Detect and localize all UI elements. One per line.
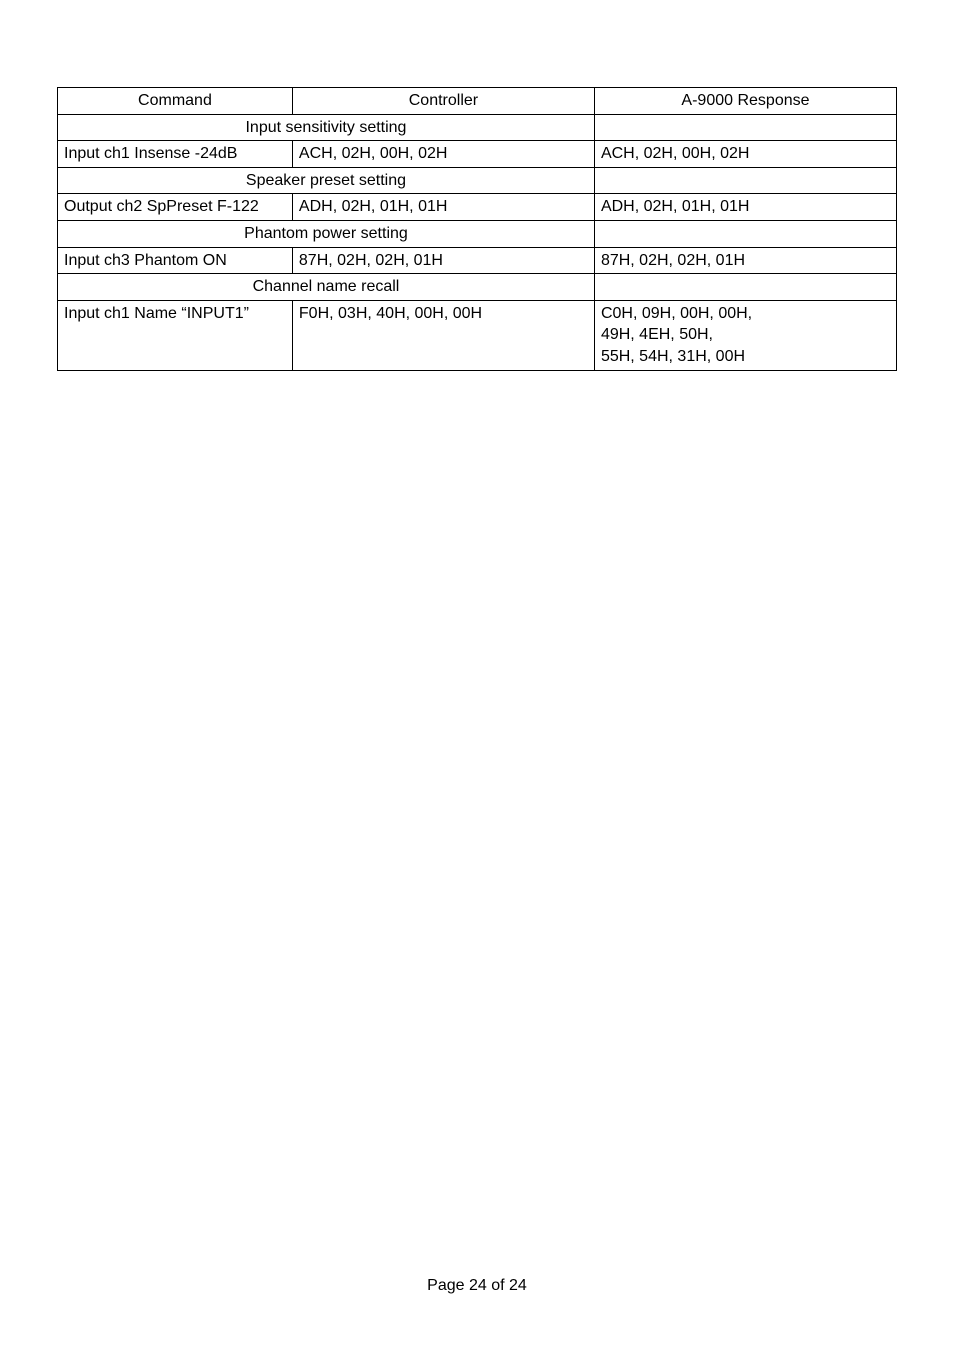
table-section-row: Channel name recall [58, 274, 897, 301]
cell-controller: ACH, 02H, 00H, 02H [292, 141, 594, 168]
section-title: Channel name recall [58, 274, 595, 301]
table-header-row: Command Controller A-9000 Response [58, 88, 897, 115]
cell-command: Input ch1 Name “INPUT1” [58, 300, 293, 370]
cell-command: Input ch1 Insense -24dB [58, 141, 293, 168]
content-area: Command Controller A-9000 Response Input… [57, 87, 897, 371]
table-row: Output ch2 SpPreset F-122ADH, 02H, 01H, … [58, 194, 897, 221]
section-blank-cell [594, 274, 896, 301]
section-blank-cell [594, 220, 896, 247]
cell-response: C0H, 09H, 00H, 00H,49H, 4EH, 50H,55H, 54… [594, 300, 896, 370]
command-table: Command Controller A-9000 Response Input… [57, 87, 897, 371]
cell-response: 87H, 02H, 02H, 01H [594, 247, 896, 274]
cell-controller: 87H, 02H, 02H, 01H [292, 247, 594, 274]
page: Command Controller A-9000 Response Input… [0, 0, 954, 1351]
section-blank-cell [594, 114, 896, 141]
table-row: Input ch1 Insense -24dBACH, 02H, 00H, 02… [58, 141, 897, 168]
cell-response: ACH, 02H, 00H, 02H [594, 141, 896, 168]
table-section-row: Speaker preset setting [58, 167, 897, 194]
col-header-response: A-9000 Response [594, 88, 896, 115]
cell-command: Input ch3 Phantom ON [58, 247, 293, 274]
command-table-body: Command Controller A-9000 Response Input… [58, 88, 897, 371]
col-header-command: Command [58, 88, 293, 115]
section-title: Speaker preset setting [58, 167, 595, 194]
cell-command: Output ch2 SpPreset F-122 [58, 194, 293, 221]
section-title: Phantom power setting [58, 220, 595, 247]
cell-controller: F0H, 03H, 40H, 00H, 00H [292, 300, 594, 370]
table-section-row: Input sensitivity setting [58, 114, 897, 141]
table-row: Input ch3 Phantom ON87H, 02H, 02H, 01H87… [58, 247, 897, 274]
section-title: Input sensitivity setting [58, 114, 595, 141]
table-row: Input ch1 Name “INPUT1”F0H, 03H, 40H, 00… [58, 300, 897, 370]
table-section-row: Phantom power setting [58, 220, 897, 247]
page-footer: Page 24 of 24 [0, 1277, 954, 1295]
cell-response: ADH, 02H, 01H, 01H [594, 194, 896, 221]
cell-controller: ADH, 02H, 01H, 01H [292, 194, 594, 221]
section-blank-cell [594, 167, 896, 194]
col-header-controller: Controller [292, 88, 594, 115]
